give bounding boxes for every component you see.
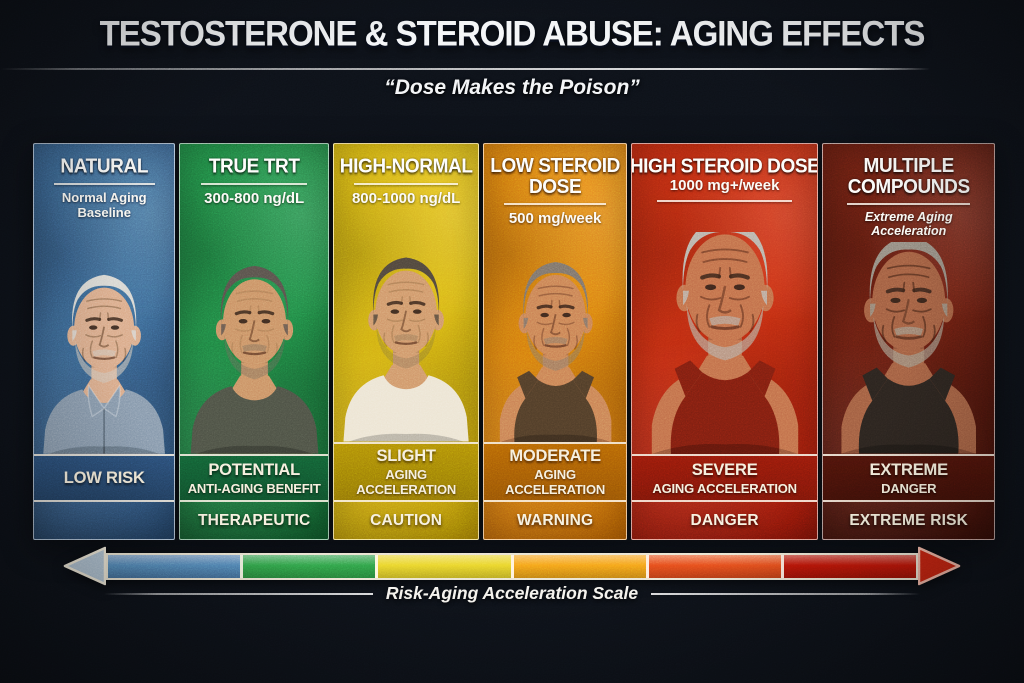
- scale-segment: [240, 554, 376, 578]
- header-divider: [657, 199, 793, 202]
- column-title: LOW STEROID DOSE: [490, 154, 620, 198]
- masthead: TESTOSTERONE & STEROID ABUSE: AGING EFFE…: [0, 13, 1024, 54]
- man-portrait-illustration: [841, 241, 976, 454]
- column-header: TRUE TRT 300-800 ng/dL: [180, 144, 327, 232]
- title-divider: [0, 68, 930, 70]
- status-strip: WARNING: [484, 502, 625, 539]
- scale-caption: Risk-Aging Acceleration Scale: [104, 583, 920, 604]
- risk-band: POTENTIAL ANTI-AGING BENEFIT: [180, 454, 328, 502]
- column-title: HIGH STEROID DOSE: [630, 155, 819, 178]
- risk-scale-arrow: [62, 545, 962, 587]
- header-divider: [846, 202, 971, 205]
- dose-column-1: NATURAL Normal Aging Baseline: [33, 143, 176, 540]
- scale-segment: [108, 554, 241, 578]
- header-divider: [354, 182, 458, 185]
- scale-segment: [645, 554, 782, 578]
- risk-band-line1: SEVERE: [691, 460, 758, 479]
- column-dose-range: 500 mg/week: [508, 209, 602, 227]
- page-title: TESTOSTERONE & STEROID ABUSE: AGING EFFE…: [99, 13, 926, 54]
- risk-band-line2: AGING ACCELERATION: [505, 467, 606, 497]
- dose-column-4: LOW STEROID DOSE 500 mg/week: [483, 143, 627, 540]
- scale-segment: [375, 554, 511, 578]
- risk-band-line2: ANTI-AGING BENEFIT: [187, 480, 321, 496]
- portrait-area: [484, 232, 625, 442]
- portrait-area: [180, 232, 327, 454]
- status-strip: DANGER: [632, 502, 818, 539]
- column-header: MULTIPLE COMPOUNDS Extreme Aging Accelera…: [823, 144, 994, 242]
- scale-bar-segments: [106, 552, 918, 580]
- risk-band: MODERATE AGING ACCELERATION: [484, 442, 626, 502]
- status-strip: CAUTION: [334, 502, 478, 539]
- risk-band-line1: MODERATE: [509, 447, 601, 465]
- status-label: EXTREME RISK: [849, 511, 969, 529]
- column-title: NATURAL: [60, 155, 149, 178]
- risk-band-line2: AGING ACCELERATION: [356, 467, 457, 497]
- risk-band-line1: EXTREME: [869, 460, 949, 479]
- man-portrait-illustration: [651, 232, 798, 454]
- man-portrait-illustration: [43, 275, 166, 454]
- risk-band: EXTREME DANGER: [823, 454, 994, 502]
- column-dose-range: Extreme Aging Acceleration: [864, 209, 953, 238]
- scale-segment: [780, 554, 917, 578]
- risk-band-line2: AGING ACCELERATION: [652, 480, 797, 496]
- status-label: THERAPEUTIC: [197, 511, 311, 529]
- risk-band-line1: POTENTIAL: [208, 460, 301, 479]
- man-portrait-illustration: [343, 257, 469, 442]
- dose-column-6: MULTIPLE COMPOUNDS Extreme Aging Accelera…: [822, 143, 995, 540]
- status-label: WARNING: [516, 511, 594, 529]
- column-header: HIGH STEROID DOSE 1000 mg+/week: [630, 144, 819, 232]
- header-divider: [201, 182, 308, 185]
- dose-column-2: TRUE TRT 300-800 ng/dL: [179, 143, 329, 540]
- header-divider: [53, 182, 155, 185]
- portrait-area: [334, 232, 478, 442]
- risk-band-line1: LOW RISK: [63, 468, 145, 487]
- column-header: LOW STEROID DOSE 500 mg/week: [484, 144, 625, 232]
- portrait-area: [823, 241, 994, 454]
- column-dose-range: 300-800 ng/dL: [204, 189, 305, 207]
- man-portrait-illustration: [499, 261, 611, 442]
- dose-column-3: HIGH-NORMAL 800-1000 ng/dL: [332, 143, 480, 540]
- man-portrait-illustration: [190, 266, 319, 454]
- column-dose-range: 800-1000 ng/dL: [351, 189, 461, 207]
- column-dose-range: Normal Aging Baseline: [61, 189, 147, 220]
- column-title: TRUE TRT: [208, 155, 300, 178]
- column-dose-range: 1000 mg+/week: [669, 176, 780, 194]
- header-divider: [504, 202, 606, 205]
- caption-line-right: [651, 592, 920, 595]
- risk-band: SLIGHT AGING ACCELERATION: [333, 442, 479, 502]
- status-strip: THERAPEUTIC: [180, 502, 327, 539]
- arrow-left-icon: [63, 546, 106, 586]
- risk-band: LOW RISK: [34, 454, 175, 502]
- portrait-area: [34, 232, 174, 454]
- page-subtitle: “Dose Makes the Poison”: [384, 76, 640, 99]
- status-label: CAUTION: [370, 511, 443, 529]
- scale-segment: [510, 554, 646, 578]
- risk-band-line1: SLIGHT: [376, 447, 437, 465]
- scale-label: Risk-Aging Acceleration Scale: [385, 583, 639, 603]
- column-header: HIGH-NORMAL 800-1000 ng/dL: [334, 144, 478, 232]
- risk-band: SEVERE AGING ACCELERATION: [631, 454, 818, 502]
- status-strip: [34, 502, 174, 539]
- dose-columns: NATURAL Normal Aging Baseline: [33, 143, 995, 540]
- arrow-right-icon: [918, 546, 961, 586]
- column-title: MULTIPLE COMPOUNDS: [847, 154, 970, 198]
- column-header: NATURAL Normal Aging Baseline: [34, 144, 174, 232]
- status-label: DANGER: [690, 511, 759, 529]
- caption-line-left: [104, 592, 373, 595]
- column-title: HIGH-NORMAL: [339, 155, 473, 178]
- dose-column-5: HIGH STEROID DOSE 1000 mg+/week: [630, 143, 819, 540]
- risk-band-line2: DANGER: [881, 480, 937, 496]
- portrait-area: [632, 232, 818, 454]
- status-strip: EXTREME RISK: [823, 502, 994, 539]
